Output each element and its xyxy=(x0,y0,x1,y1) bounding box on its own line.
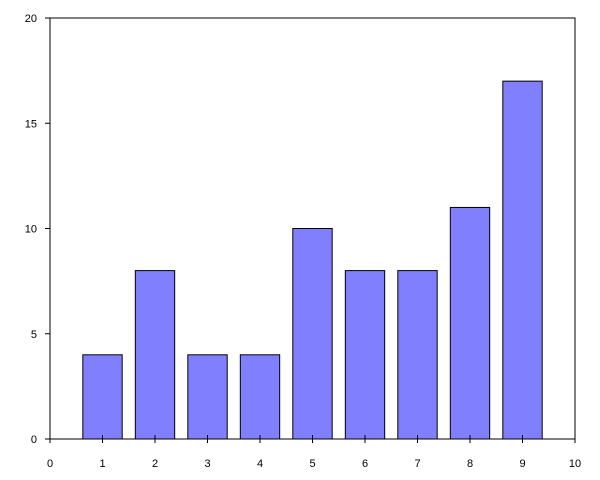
x-tick-label: 9 xyxy=(519,458,525,470)
bars-group xyxy=(82,80,543,440)
x-tick-label: 6 xyxy=(362,458,368,470)
y-tick-label: 20 xyxy=(25,13,37,25)
x-tick-label: 5 xyxy=(309,458,315,470)
x-axis: 0 1 2 3 4 5 6 7 8 9 10 xyxy=(47,435,581,470)
y-tick-label: 5 xyxy=(31,329,37,341)
x-tick-label: 10 xyxy=(569,458,581,470)
bar-3 xyxy=(187,354,228,440)
y-tick-label: 0 xyxy=(31,434,37,446)
bar-5 xyxy=(292,228,333,440)
y-axis: 0 5 10 15 20 xyxy=(25,13,50,446)
x-tick-label: 7 xyxy=(414,458,420,470)
bar-9 xyxy=(502,80,543,440)
x-tick-label: 8 xyxy=(467,458,473,470)
y-tick-label: 10 xyxy=(25,224,37,236)
y-tick-label: 15 xyxy=(25,118,37,130)
x-tick-label: 2 xyxy=(152,458,158,470)
x-tick-label: 1 xyxy=(99,458,105,470)
bar-2 xyxy=(134,270,176,440)
x-tick-label: 3 xyxy=(204,458,210,470)
bar-1 xyxy=(82,354,123,440)
x-tick-label: 4 xyxy=(257,458,263,470)
bar-8 xyxy=(449,206,491,440)
bar-4 xyxy=(239,354,281,440)
bar-6 xyxy=(344,270,386,440)
x-tick-label: 0 xyxy=(47,458,53,470)
bar-7 xyxy=(397,270,438,440)
